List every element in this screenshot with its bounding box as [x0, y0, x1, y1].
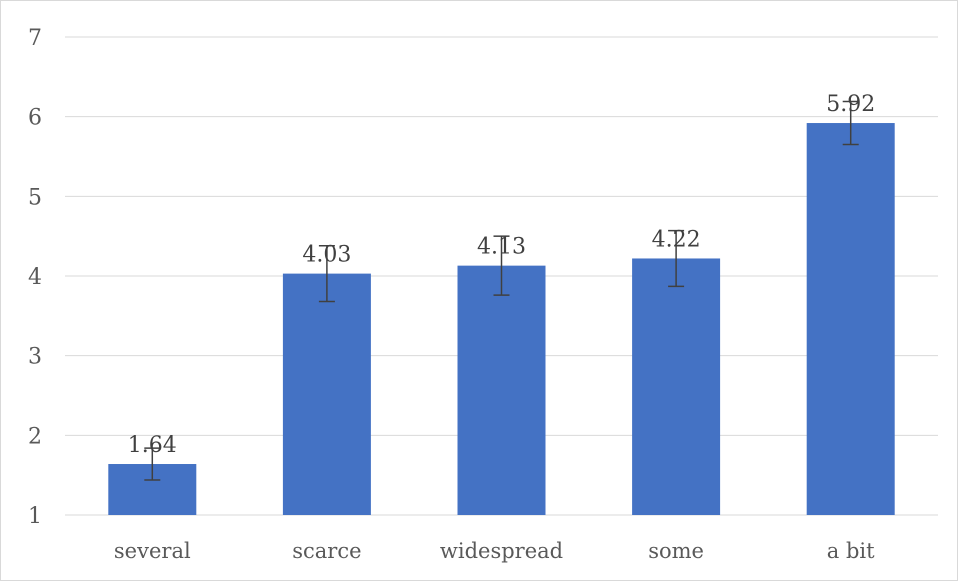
data-label: 5.92: [826, 92, 875, 117]
x-category-label: several: [114, 539, 191, 563]
y-tick-label: 7: [28, 26, 42, 51]
y-tick-label: 2: [28, 424, 42, 449]
data-label: 4.22: [652, 227, 701, 252]
error-bars: [144, 100, 859, 481]
x-category-label: some: [648, 539, 704, 563]
bar-scarce: [282, 273, 371, 515]
y-tick-label: 6: [28, 106, 42, 131]
x-category-label: scarce: [292, 539, 361, 563]
bars: [108, 123, 895, 515]
y-tick-label: 1: [28, 504, 42, 529]
bar-widespread: [457, 265, 546, 515]
data-labels: 1.64 4.03 4.13 4.22 5.92: [128, 92, 875, 458]
gridlines: [65, 36, 938, 516]
y-tick-label: 5: [28, 185, 42, 210]
x-axis-labels: several scarce widespread some a bit: [114, 539, 875, 563]
y-tick-label: 4: [28, 265, 42, 290]
data-label: 4.13: [477, 235, 526, 260]
data-label: 4.03: [302, 243, 351, 268]
y-axis-ticks: 1 2 3 4 5 6 7: [28, 26, 42, 529]
y-tick-label: 3: [28, 345, 42, 370]
bar-some: [632, 258, 721, 515]
x-category-label: widespread: [440, 539, 563, 563]
data-label: 1.64: [128, 433, 177, 458]
bar-a-bit: [806, 123, 895, 515]
x-category-label: a bit: [827, 539, 875, 563]
